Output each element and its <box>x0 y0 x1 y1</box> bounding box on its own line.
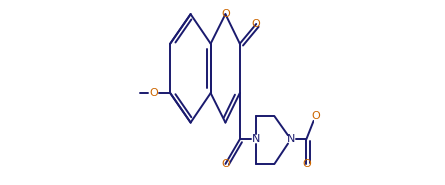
Text: O: O <box>221 9 230 19</box>
Text: O: O <box>252 19 261 29</box>
Text: O: O <box>302 159 311 169</box>
Text: O: O <box>311 111 320 121</box>
Text: N: N <box>287 134 295 144</box>
Text: O: O <box>150 88 158 98</box>
Text: O: O <box>221 159 230 169</box>
Text: N: N <box>252 134 260 144</box>
